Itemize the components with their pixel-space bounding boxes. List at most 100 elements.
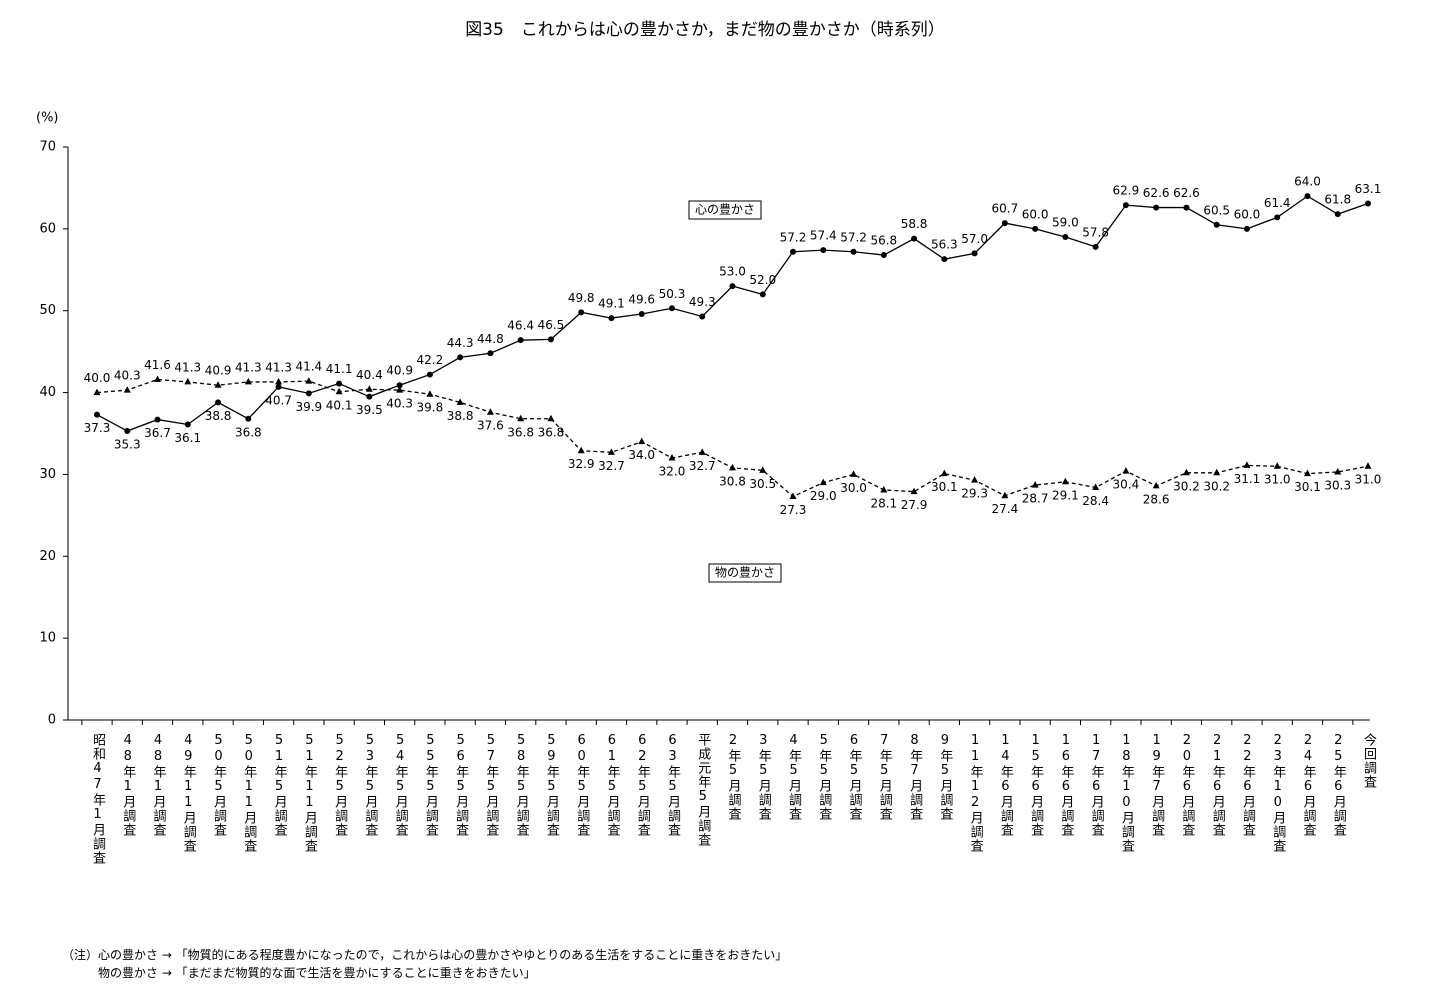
- value-label: 30.1: [1294, 480, 1321, 494]
- point: [154, 375, 162, 382]
- value-label: 27.3: [780, 503, 807, 517]
- value-label: 60.0: [1234, 207, 1261, 221]
- value-label: 30.1: [931, 480, 958, 494]
- point: [305, 390, 312, 397]
- point: [245, 415, 252, 422]
- value-label: 40.7: [265, 393, 292, 407]
- point: [457, 354, 464, 361]
- value-label: 41.3: [174, 360, 201, 374]
- chart-title: 図35 これからは心の豊かさか，まだ物の豊かさか（時系列）: [465, 20, 945, 40]
- x-tick-label: 58年5月調査: [513, 733, 529, 837]
- point: [850, 248, 857, 255]
- x-tick-label: 57年5月調査: [483, 733, 499, 837]
- point: [1183, 204, 1190, 211]
- value-label: 44.8: [477, 332, 504, 346]
- point: [668, 305, 675, 312]
- point: [366, 393, 373, 400]
- value-label: 37.3: [84, 421, 111, 435]
- point: [1243, 225, 1250, 232]
- value-label: 56.8: [870, 234, 897, 248]
- point: [971, 476, 979, 483]
- value-label: 40.3: [114, 369, 141, 383]
- x-tick-label: 18年10月調査: [1118, 733, 1134, 853]
- value-label: 28.1: [870, 496, 897, 510]
- value-label: 52.0: [749, 273, 776, 287]
- value-label: 40.0: [84, 371, 111, 385]
- value-label: 34.0: [628, 448, 655, 462]
- value-label: 29.3: [961, 487, 988, 501]
- x-tick-label: 25年6月調査: [1330, 733, 1346, 837]
- y-tick-label: 10: [39, 631, 56, 646]
- value-label: 31.0: [1355, 473, 1382, 487]
- value-label: 31.0: [1264, 473, 1291, 487]
- value-label: 38.8: [447, 409, 474, 423]
- x-tick-label: 24年6月調査: [1300, 733, 1316, 837]
- x-tick-label: 20年6月調査: [1179, 733, 1195, 837]
- point: [214, 381, 222, 388]
- point: [790, 248, 797, 255]
- point: [819, 478, 827, 486]
- point: [1273, 462, 1281, 469]
- value-label: 36.8: [538, 425, 565, 439]
- point: [940, 469, 948, 477]
- y-tick-label: 30: [39, 467, 56, 482]
- point: [396, 382, 403, 389]
- x-tick-label: 5年5月調査: [816, 733, 832, 821]
- value-label: 38.8: [205, 409, 232, 423]
- point: [941, 256, 948, 263]
- point: [123, 386, 131, 393]
- x-tick-label: 16年6月調査: [1058, 733, 1074, 837]
- value-label: 35.3: [114, 438, 141, 452]
- value-label: 62.6: [1173, 186, 1200, 200]
- point: [215, 399, 222, 406]
- point: [244, 377, 252, 385]
- point: [1001, 220, 1008, 227]
- x-tick-label: 6年5月調査: [846, 733, 862, 821]
- x-tick-label: 17年6月調査: [1088, 733, 1104, 837]
- y-tick-label: 20: [39, 549, 56, 564]
- value-label: 41.6: [144, 358, 171, 372]
- y-axis-label: (%): [36, 111, 59, 126]
- x-tick-label: 48年1月調査: [120, 733, 136, 837]
- point: [729, 283, 736, 290]
- value-label: 57.0: [961, 232, 988, 246]
- point: [154, 416, 161, 423]
- x-tick-label: 23年10月調査: [1270, 733, 1286, 853]
- point: [1092, 483, 1100, 491]
- value-label: 32.7: [598, 459, 625, 473]
- point: [1213, 221, 1220, 228]
- value-label: 39.5: [356, 403, 383, 417]
- x-tick-label: 62年5月調査: [634, 733, 650, 837]
- point: [517, 337, 524, 344]
- value-label: 29.1: [1052, 488, 1079, 502]
- point: [789, 492, 797, 500]
- x-tick-label: 51年5月調査: [271, 733, 287, 837]
- x-tick-label: 54年5月調査: [392, 733, 408, 837]
- value-label: 30.8: [719, 474, 746, 488]
- point: [1182, 468, 1190, 476]
- value-label: 57.4: [810, 229, 837, 243]
- point: [911, 235, 918, 242]
- point: [638, 437, 646, 445]
- point: [365, 385, 373, 392]
- x-tick-label: 22年6月調査: [1239, 733, 1255, 837]
- value-label: 59.0: [1052, 216, 1079, 230]
- value-label: 30.0: [840, 481, 867, 495]
- point: [1334, 211, 1341, 218]
- x-tick-label: 49年11月調査: [180, 733, 196, 853]
- point: [336, 380, 343, 387]
- point: [487, 350, 494, 357]
- point: [1153, 204, 1160, 211]
- point: [1032, 225, 1039, 232]
- point: [486, 408, 494, 415]
- point: [1152, 481, 1160, 489]
- x-tick-label: 8年7月調査: [907, 733, 923, 821]
- point: [426, 390, 434, 397]
- value-label: 61.4: [1264, 196, 1291, 210]
- x-tick-label: 2年5月調査: [725, 733, 741, 821]
- value-label: 36.1: [174, 431, 201, 445]
- value-label: 56.3: [931, 238, 958, 252]
- x-tick-label: 14年6月調査: [997, 733, 1013, 837]
- x-tick-label: 55年5月調査: [422, 733, 438, 837]
- legend-label: 物の豊かさ: [715, 566, 775, 580]
